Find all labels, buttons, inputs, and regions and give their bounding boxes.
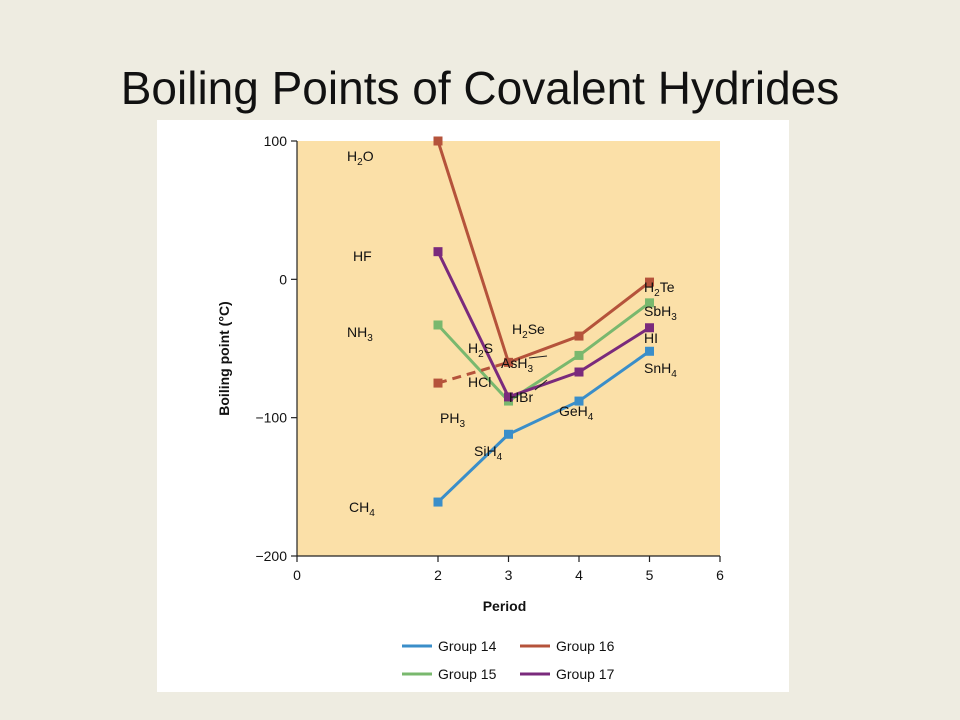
point-label-geh4: GeH4 <box>559 403 594 423</box>
y-tick-label: 100 <box>264 133 288 149</box>
x-tick-label: 3 <box>505 567 513 583</box>
data-point-hf <box>433 247 443 257</box>
x-tick-label: 6 <box>716 567 724 583</box>
data-point-h2te <box>645 277 654 287</box>
point-label-hi: HI <box>644 330 658 346</box>
x-tick-label: 4 <box>575 567 583 583</box>
data-point-hi <box>645 323 654 333</box>
y-tick-label: 0 <box>279 271 287 287</box>
point-label-h2te: H2Te <box>644 279 675 299</box>
point-label-snh4: SnH4 <box>644 360 677 380</box>
point-label-sbh3: SbH3 <box>644 303 677 323</box>
data-point-geh4 <box>574 396 584 406</box>
point-label-h2s: H2S <box>468 340 493 360</box>
legend-label: Group 17 <box>556 666 615 682</box>
hbr-leader-line <box>534 379 548 391</box>
data-point-h2se <box>574 331 584 341</box>
x-tick-label: 5 <box>646 567 654 583</box>
data-point-hcl <box>504 392 513 402</box>
data-point-h2o <box>433 136 443 146</box>
point-label-h2se: H2Se <box>512 321 545 341</box>
data-point-nh3 <box>433 320 443 330</box>
data-point-ch4 <box>433 497 443 507</box>
series-line-group-17 <box>436 251 651 399</box>
y-tick-label: −200 <box>255 548 287 564</box>
boiling-point-chart: 100 0 −100 −200 0 2 3 4 5 6 Period Boiling point (°… <box>157 120 789 692</box>
point-label-hf: HF <box>353 248 372 264</box>
data-point-snh4 <box>645 346 654 356</box>
data-point-h2s <box>504 357 513 367</box>
x-tick-label: 2 <box>434 567 442 583</box>
point-label-ash3: AsH3 <box>501 355 533 375</box>
point-label-hcl: HCl <box>468 374 491 390</box>
point-label-ph3: PH3 <box>440 410 465 430</box>
point-label-sih4: SiH4 <box>474 443 503 463</box>
data-point-hbr <box>574 367 584 377</box>
legend-label: Group 16 <box>556 638 615 654</box>
point-label-ch4: CH4 <box>349 499 375 519</box>
x-tick-label: 0 <box>293 567 301 583</box>
ash3-leader-line <box>528 355 548 359</box>
series-line-group-16 <box>436 140 651 364</box>
data-point-ash3 <box>574 350 584 360</box>
data-point-sih4 <box>504 429 513 439</box>
point-label-nh3: NH3 <box>347 324 373 344</box>
slide-title: Boiling Points of Covalent Hydrides <box>120 62 840 114</box>
point-label-h2o: H2O <box>347 148 374 168</box>
y-tick-label: −100 <box>255 410 287 426</box>
extrapolated-point <box>433 378 443 388</box>
series-line-group-14 <box>436 350 651 504</box>
point-label-hbr: HBr <box>509 389 533 405</box>
x-axis-title: Period <box>483 598 527 614</box>
legend-label: Group 14 <box>438 638 497 654</box>
legend-label: Group 15 <box>438 666 497 682</box>
extrapolated-line <box>437 360 509 385</box>
y-axis-title: Boiling point (°C) <box>216 301 232 415</box>
chart-figure: 100 0 −100 −200 0 2 3 4 5 6 Period Boiling point (°… <box>157 120 789 692</box>
plot-area <box>297 141 720 556</box>
data-point-sbh3 <box>645 298 654 308</box>
series-line-group-15 <box>436 301 651 403</box>
